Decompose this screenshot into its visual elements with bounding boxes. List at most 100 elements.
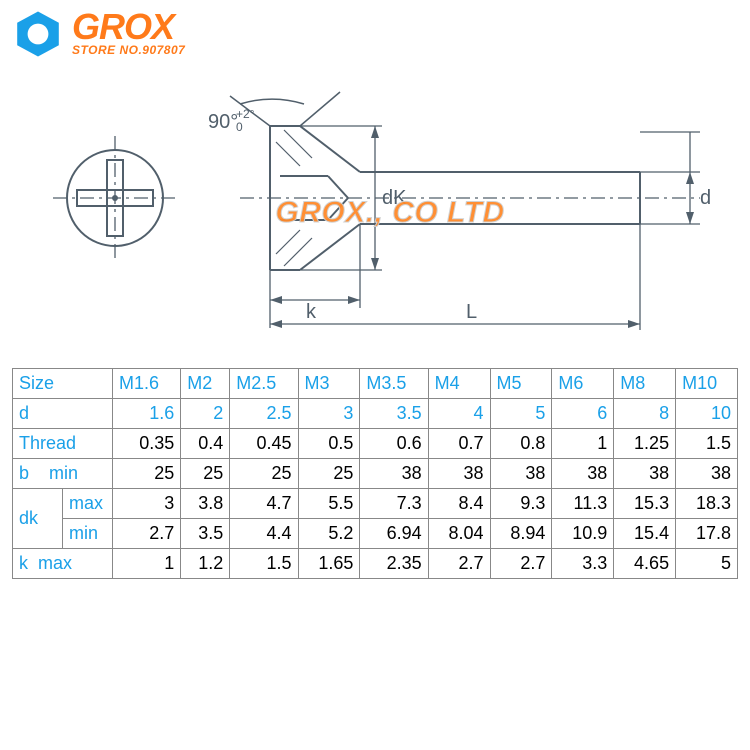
dkmax-0: 3 xyxy=(113,489,181,519)
thread-6: 0.8 xyxy=(490,429,552,459)
thread-2: 0.45 xyxy=(230,429,298,459)
brand-header: GROX STORE NO.907807 xyxy=(0,0,750,68)
d-6: 5 xyxy=(490,399,552,429)
dkmin-4: 6.94 xyxy=(360,519,428,549)
dkmax-7: 11.3 xyxy=(552,489,614,519)
dkmin-2: 4.4 xyxy=(230,519,298,549)
size-3: M3 xyxy=(298,369,360,399)
label-thread: Thread xyxy=(13,429,113,459)
row-thread: Thread 0.35 0.4 0.45 0.5 0.6 0.7 0.8 1 1… xyxy=(13,429,738,459)
dkmax-4: 7.3 xyxy=(360,489,428,519)
thread-5: 0.7 xyxy=(428,429,490,459)
row-d: d 1.6 2 2.5 3 3.5 4 5 6 8 10 xyxy=(13,399,738,429)
row-bmin: b min 25 25 25 25 38 38 38 38 38 38 xyxy=(13,459,738,489)
bmin-1: 25 xyxy=(181,459,230,489)
thread-0: 0.35 xyxy=(113,429,181,459)
label-dk-max: max xyxy=(63,489,113,519)
size-7: M6 xyxy=(552,369,614,399)
dkmax-8: 15.3 xyxy=(614,489,676,519)
bmin-8: 38 xyxy=(614,459,676,489)
d-7: 6 xyxy=(552,399,614,429)
dkmin-6: 8.94 xyxy=(490,519,552,549)
bmin-2: 25 xyxy=(230,459,298,489)
d-0: 1.6 xyxy=(113,399,181,429)
row-dkmax: dk max 3 3.8 4.7 5.5 7.3 8.4 9.3 11.3 15… xyxy=(13,489,738,519)
dkmax-1: 3.8 xyxy=(181,489,230,519)
d-1: 2 xyxy=(181,399,230,429)
bmin-0: 25 xyxy=(113,459,181,489)
k-dim-label: k xyxy=(306,301,317,323)
d-label: d xyxy=(700,187,711,209)
brand-block: GROX STORE NO.907807 xyxy=(72,11,185,57)
thread-8: 1.25 xyxy=(614,429,676,459)
size-8: M8 xyxy=(614,369,676,399)
dkmin-7: 10.9 xyxy=(552,519,614,549)
d-5: 4 xyxy=(428,399,490,429)
size-4: M3.5 xyxy=(360,369,428,399)
thread-4: 0.6 xyxy=(360,429,428,459)
dkmax-5: 8.4 xyxy=(428,489,490,519)
row-kmax: k max 1 1.2 1.5 1.65 2.35 2.7 2.7 3.3 4.… xyxy=(13,549,738,579)
kmax-1: 1.2 xyxy=(181,549,230,579)
kmax-4: 2.35 xyxy=(360,549,428,579)
dk-label: dK xyxy=(382,187,407,209)
label-kmax: k max xyxy=(13,549,113,579)
label-bmin: b min xyxy=(13,459,113,489)
d-8: 8 xyxy=(614,399,676,429)
angle-tol-bot: 0 xyxy=(236,120,243,134)
kmax-8: 4.65 xyxy=(614,549,676,579)
dkmin-1: 3.5 xyxy=(181,519,230,549)
dkmin-3: 5.2 xyxy=(298,519,360,549)
kmax-2: 1.5 xyxy=(230,549,298,579)
size-2: M2.5 xyxy=(230,369,298,399)
dkmax-2: 4.7 xyxy=(230,489,298,519)
thread-7: 1 xyxy=(552,429,614,459)
size-5: M4 xyxy=(428,369,490,399)
bmin-5: 38 xyxy=(428,459,490,489)
dkmax-6: 9.3 xyxy=(490,489,552,519)
dkmin-5: 8.04 xyxy=(428,519,490,549)
bmin-4: 38 xyxy=(360,459,428,489)
angle-tol-top: +2° xyxy=(236,107,255,121)
thread-3: 0.5 xyxy=(298,429,360,459)
thread-1: 0.4 xyxy=(181,429,230,459)
thread-9: 1.5 xyxy=(676,429,738,459)
bmin-7: 38 xyxy=(552,459,614,489)
size-9: M10 xyxy=(676,369,738,399)
label-dk-min: min xyxy=(63,519,113,549)
l-dim-label: L xyxy=(466,301,477,323)
label-dk: dk xyxy=(13,489,63,549)
d-4: 3.5 xyxy=(360,399,428,429)
kmax-7: 3.3 xyxy=(552,549,614,579)
bmin-6: 38 xyxy=(490,459,552,489)
dkmin-0: 2.7 xyxy=(113,519,181,549)
size-1: M2 xyxy=(181,369,230,399)
hex-nut-icon xyxy=(12,8,64,60)
kmax-6: 2.7 xyxy=(490,549,552,579)
label-size: Size xyxy=(13,369,113,399)
kmax-5: 2.7 xyxy=(428,549,490,579)
row-dkmin: min 2.7 3.5 4.4 5.2 6.94 8.04 8.94 10.9 … xyxy=(13,519,738,549)
row-size: Size M1.6 M2 M2.5 M3 M3.5 M4 M5 M6 M8 M1… xyxy=(13,369,738,399)
size-0: M1.6 xyxy=(113,369,181,399)
brand-sub: STORE NO.907807 xyxy=(72,43,185,57)
bmin-9: 38 xyxy=(676,459,738,489)
d-3: 3 xyxy=(298,399,360,429)
angle-label: 90° xyxy=(208,111,238,133)
dkmin-8: 15.4 xyxy=(614,519,676,549)
size-6: M5 xyxy=(490,369,552,399)
spec-table-wrap: Size M1.6 M2 M2.5 M3 M3.5 M4 M5 M6 M8 M1… xyxy=(0,358,750,579)
dkmin-9: 17.8 xyxy=(676,519,738,549)
kmax-0: 1 xyxy=(113,549,181,579)
label-d: d xyxy=(13,399,113,429)
d-9: 10 xyxy=(676,399,738,429)
kmax-9: 5 xyxy=(676,549,738,579)
dkmax-9: 18.3 xyxy=(676,489,738,519)
bmin-3: 25 xyxy=(298,459,360,489)
brand-name: GROX xyxy=(72,11,185,43)
kmax-3: 1.65 xyxy=(298,549,360,579)
d-2: 2.5 xyxy=(230,399,298,429)
spec-table: Size M1.6 M2 M2.5 M3 M3.5 M4 M5 M6 M8 M1… xyxy=(12,368,738,579)
screw-diagram: 90° +2° 0 dK d k L GROX., CO LTD xyxy=(0,68,750,358)
dkmax-3: 5.5 xyxy=(298,489,360,519)
